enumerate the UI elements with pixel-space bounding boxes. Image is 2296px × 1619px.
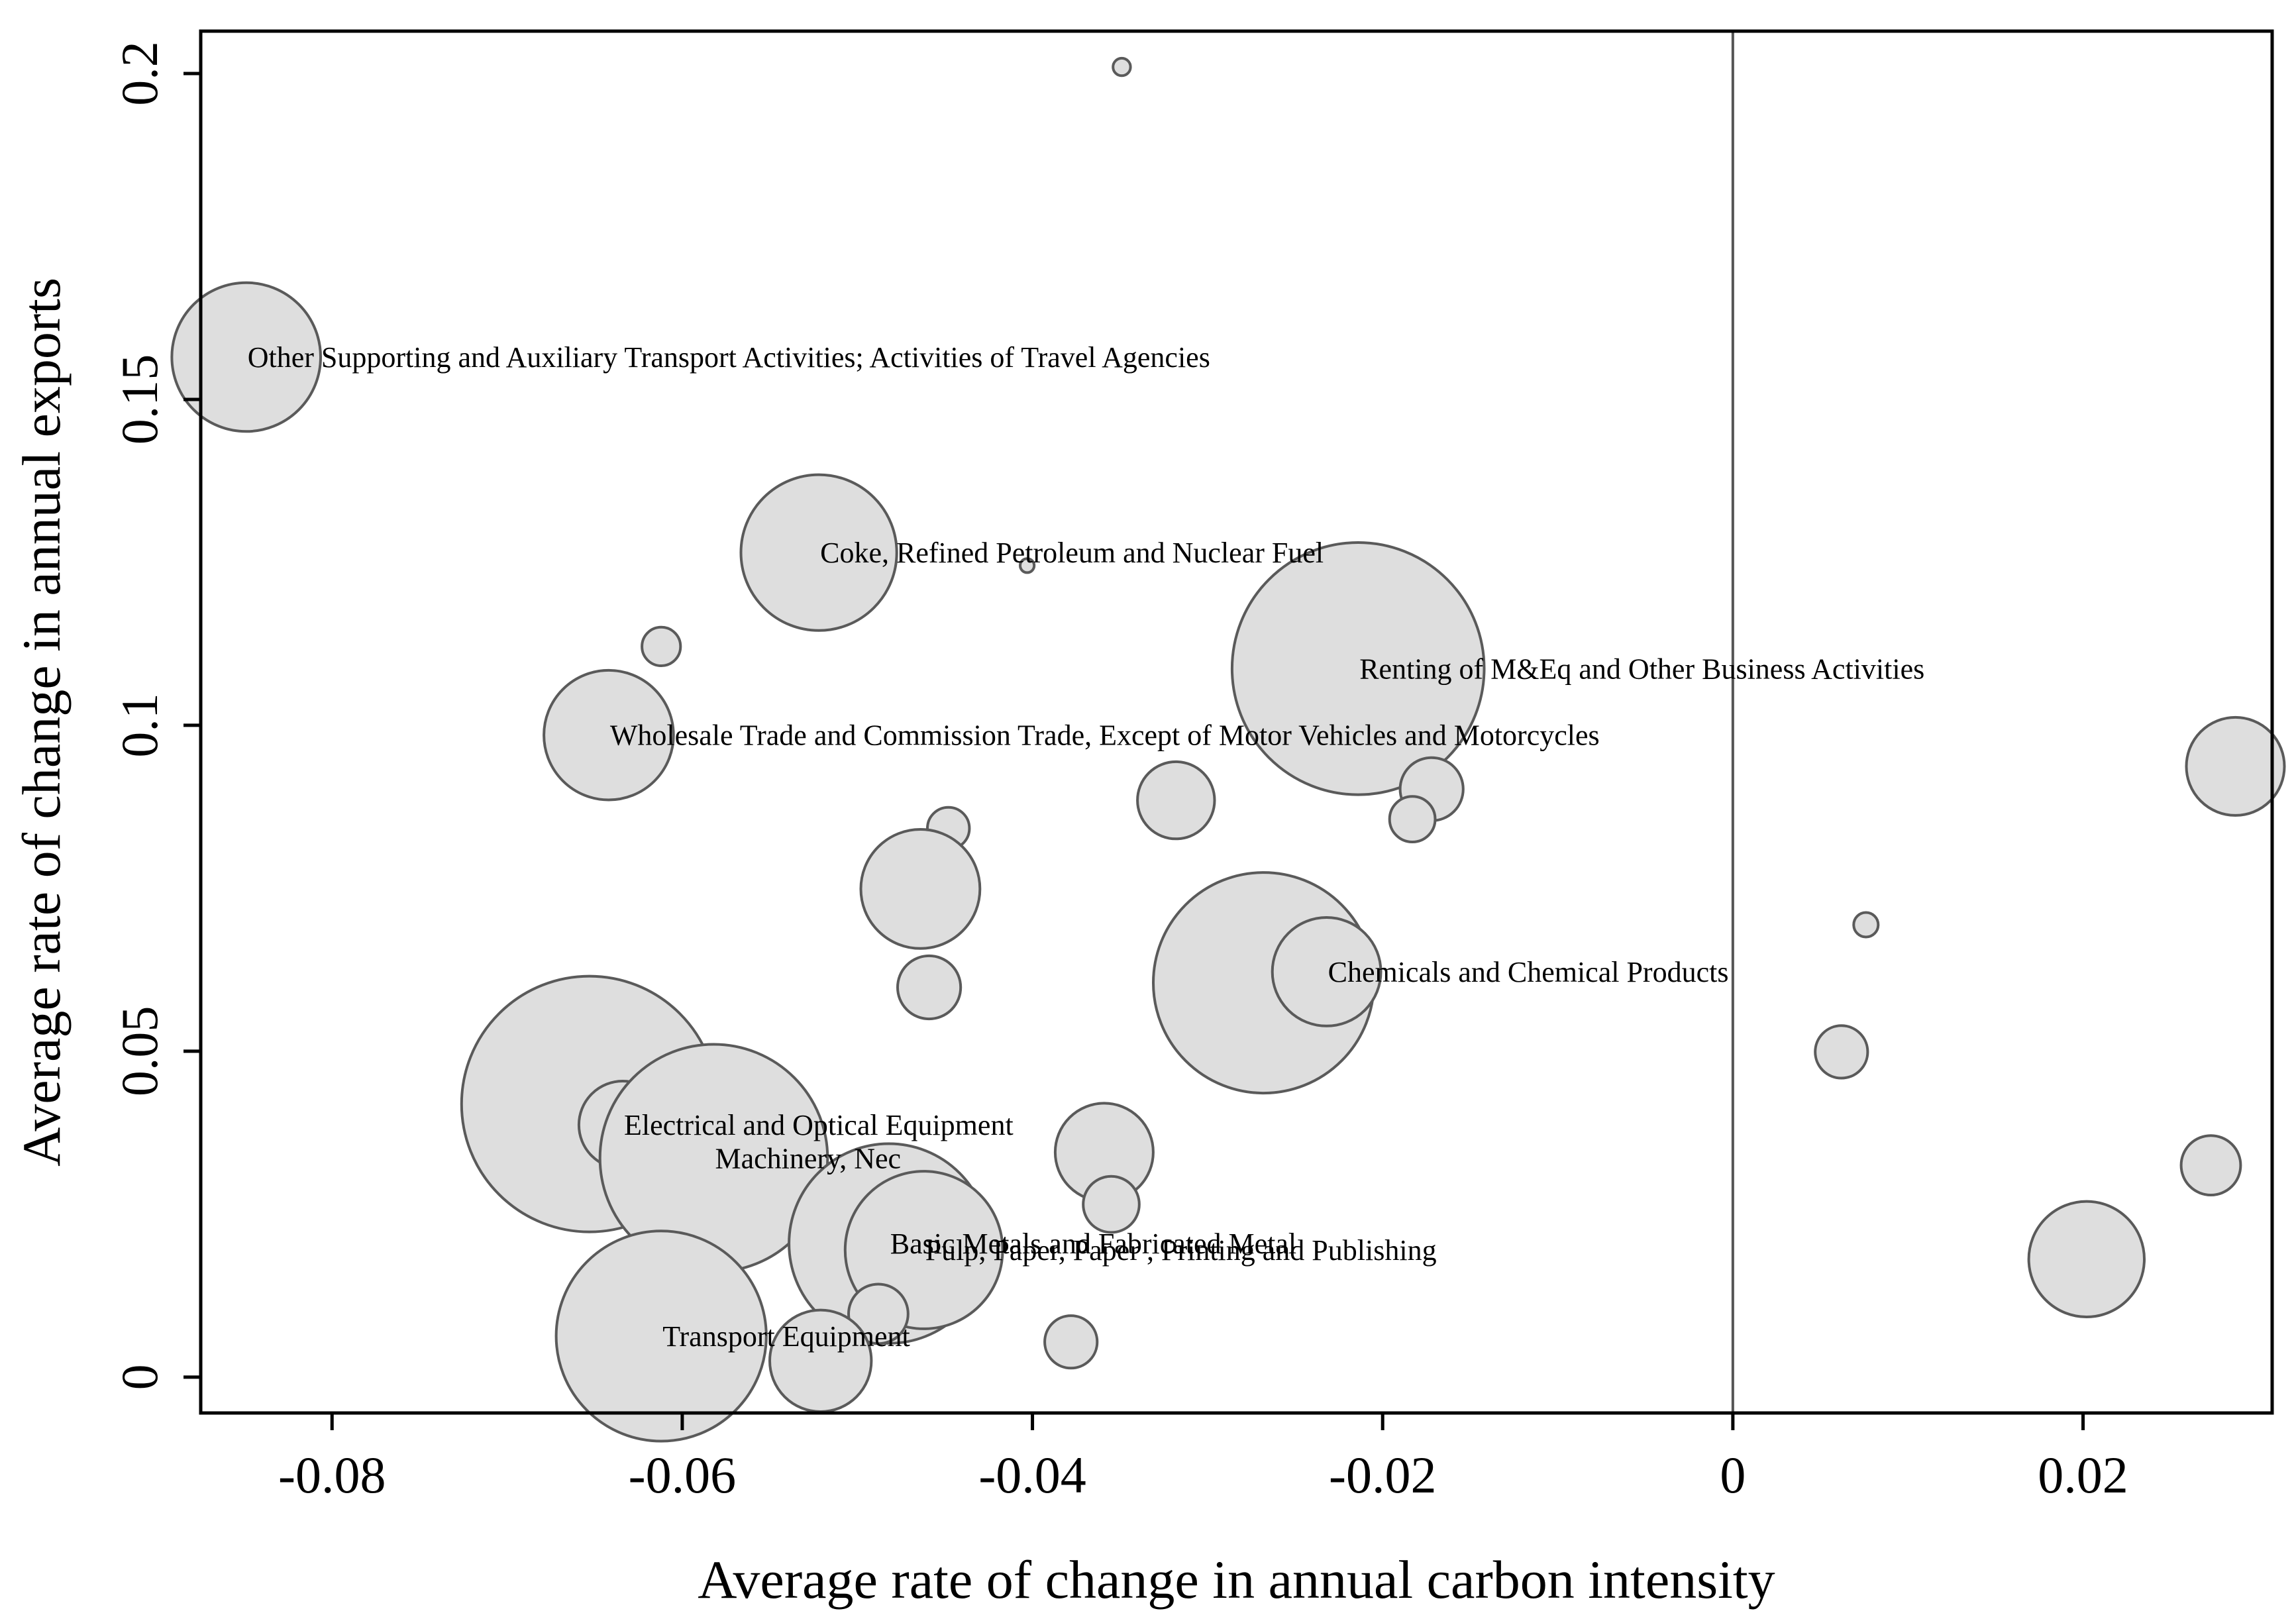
bubble-point: [859, 828, 982, 950]
point-label: Other Supporting and Auxiliary Transport…: [248, 341, 1210, 374]
point-label: Pulp, Paper, Paper , Printing and Publis…: [925, 1234, 1437, 1267]
y-axis-title: Average rate of change in annual exports: [11, 278, 72, 1167]
x-axis-title: Average rate of change in annual carbon …: [698, 1549, 1775, 1610]
point-label: Transport Equipment: [662, 1320, 910, 1353]
bubble-point: [1230, 541, 1486, 796]
bubble-point: [1082, 1175, 1141, 1234]
point-label: Wholesale Trade and Commission Trade, Ex…: [610, 719, 1600, 752]
x-tick-label: -0.06: [629, 1446, 736, 1504]
x-tick-label: 0: [1720, 1446, 1746, 1504]
point-label: Machinery, Nec: [715, 1142, 902, 1175]
bubble-point: [739, 473, 898, 632]
point-label: Electrical and Optical Equipment: [624, 1109, 1014, 1141]
bubble-point: [896, 954, 963, 1021]
y-axis: 0 0.05 0.1 0.15 0.2: [111, 41, 201, 1390]
bubble-point: [1136, 760, 1216, 841]
bubble-point: [543, 668, 675, 802]
x-tick-label: 0.02: [2038, 1446, 2128, 1504]
bubble-layer: [170, 56, 2286, 1443]
y-tick-label: 0.05: [111, 1006, 168, 1097]
point-label: Renting of M&Eq and Other Business Activ…: [1359, 653, 1924, 685]
bubble-point: [1019, 557, 1036, 574]
bubble-point: [2179, 1134, 2242, 1196]
y-tick-label: 0: [111, 1364, 168, 1390]
x-axis: -0.08 -0.06 -0.04 -0.02 0 0.02: [278, 1413, 2128, 1504]
bubble-point: [1271, 916, 1383, 1027]
point-label: Chemicals and Chemical Products: [1328, 956, 1729, 988]
bubble-point: [847, 1282, 910, 1345]
point-label: Basic Metals and Fabricated Metal: [890, 1227, 1296, 1260]
point-label-layer: Other Supporting and Auxiliary Transport…: [248, 341, 1925, 1353]
bubble-point: [1814, 1024, 1869, 1080]
bubble-point: [1112, 56, 1132, 78]
plot-frame: [199, 29, 2274, 1415]
bubble-point: [554, 1229, 768, 1443]
x-tick-label: -0.04: [978, 1446, 1086, 1504]
bubble-point: [170, 281, 323, 433]
y-tick-label: 0.1: [111, 693, 168, 758]
x-tick-label: -0.08: [278, 1446, 386, 1504]
bubble-point: [1852, 911, 1880, 939]
bubble-point: [1388, 795, 1437, 843]
x-tick-label: -0.02: [1329, 1446, 1436, 1504]
bubble-point: [1043, 1314, 1099, 1370]
bubble-point: [641, 625, 682, 668]
bubble-point: [2027, 1200, 2146, 1319]
y-tick-label: 0.15: [111, 354, 168, 445]
bubble-point: [2185, 715, 2286, 817]
y-tick-label: 0.2: [111, 41, 168, 106]
point-label: Coke, Refined Petroleum and Nuclear Fuel: [820, 537, 1324, 569]
